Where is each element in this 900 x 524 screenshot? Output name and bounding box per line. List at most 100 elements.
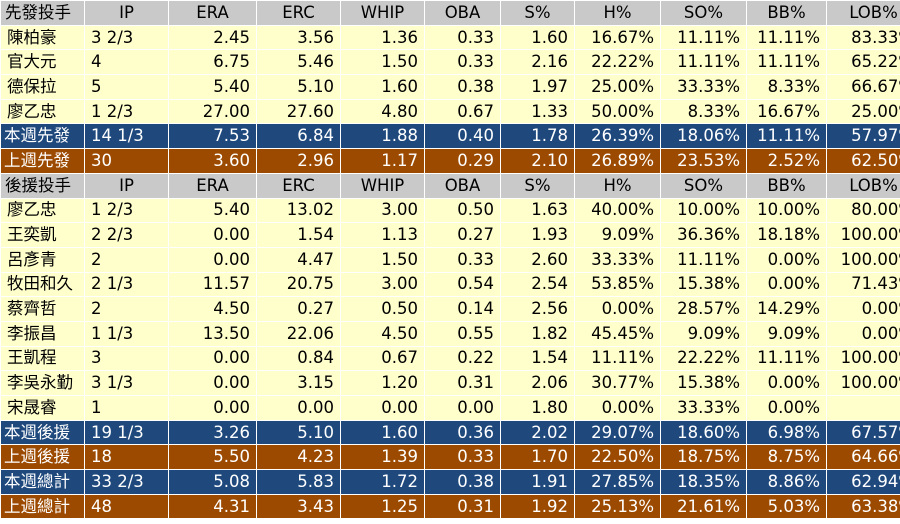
stat-cell: 45.45% [574, 320, 661, 347]
stat-cell: 0.00 [424, 395, 501, 421]
stat-cell: 0.27 [424, 222, 501, 248]
stat-cell: 8.86% [746, 469, 827, 495]
stat-cell: 26.89% [574, 148, 661, 174]
stat-cell: 8.33% [660, 98, 747, 125]
ip-cell: 1 1/3 [84, 320, 169, 347]
ip-cell: 1 2/3 [84, 98, 169, 125]
stat-cell: 1.63 [500, 197, 575, 224]
stat-cell: 0.36 [424, 419, 501, 446]
stat-cell: 2.10 [500, 148, 575, 174]
stat-cell: 0.00% [746, 246, 827, 273]
stat-cell: 27.60 [256, 98, 341, 125]
stat-cell: 5.46 [256, 49, 341, 76]
pitcher-name-cell: 上週後援 [0, 444, 85, 471]
pitcher-name-cell: 蔡齊哲 [0, 296, 85, 322]
stat-cell: 0.00 [168, 246, 257, 273]
relievers-this-week-row: 本週後援 19 1/3 3.26 5.10 1.60 0.36 2.02 29.07% 18.6… [0, 419, 900, 446]
ip-cell: 14 1/3 [84, 123, 169, 150]
stat-cell: 3.15 [256, 370, 341, 396]
stat-cell: 0.00 [256, 395, 341, 421]
stat-cell: 25.00% [826, 98, 900, 125]
stat-cell: 16.67% [746, 98, 827, 125]
pitcher-name-cell: 牧田和久 [0, 271, 85, 298]
stat-cell: 13.02 [256, 197, 341, 224]
column-header: IP [84, 172, 169, 199]
table-row: 李振昌 1 1/3 13.50 22.06 4.50 0.55 1.82 45.45% 9.09… [0, 320, 900, 347]
stat-cell: 0.31 [424, 493, 501, 520]
stat-cell: 22.06 [256, 320, 341, 347]
stat-cell: 22.22% [574, 49, 661, 76]
stat-cell: 1.17 [340, 148, 425, 174]
stat-cell: 5.40 [168, 74, 257, 100]
stat-cell: 8.75% [746, 444, 827, 471]
stat-cell: 11.11% [746, 24, 827, 51]
stat-cell: 1.80 [500, 395, 575, 421]
stat-cell: 27.85% [574, 469, 661, 495]
column-header: ERC [256, 172, 341, 199]
stat-cell: 1.50 [340, 246, 425, 273]
stat-cell: 5.08 [168, 469, 257, 495]
stat-cell: 33.33% [660, 74, 747, 100]
column-header: S% [500, 0, 575, 26]
ip-cell: 2 1/3 [84, 271, 169, 298]
stat-cell: 3.56 [256, 24, 341, 51]
stat-cell: 0.33 [424, 444, 501, 471]
stat-cell: 20.75 [256, 271, 341, 298]
ip-cell: 2 [84, 296, 169, 322]
column-header: ERA [168, 0, 257, 26]
ip-cell: 2 [84, 246, 169, 273]
stat-cell: 23.53% [660, 148, 747, 174]
stat-cell: 16.67% [574, 24, 661, 51]
stat-cell: 71.43% [826, 271, 900, 298]
ip-cell: 1 2/3 [84, 197, 169, 224]
stat-cell: 53.85% [574, 271, 661, 298]
stat-cell: 1.25 [340, 493, 425, 520]
stat-cell: 5.50 [168, 444, 257, 471]
pitcher-name-cell: 李振昌 [0, 320, 85, 347]
column-header: H% [574, 172, 661, 199]
ip-cell: 19 1/3 [84, 419, 169, 446]
totals-last-week-row: 上週總計 48 4.31 3.43 1.25 0.31 1.92 25.13% 21.61% 5.… [0, 493, 900, 520]
stat-cell: 0.00 [168, 395, 257, 421]
stat-cell: 1.82 [500, 320, 575, 347]
ip-cell: 18 [84, 444, 169, 471]
stat-cell: 2.52% [746, 148, 827, 174]
stat-cell: 64.66% [826, 444, 900, 471]
stat-cell: 18.18% [746, 222, 827, 248]
column-header: 先發投手 [0, 0, 85, 26]
stat-cell: 0.22 [424, 345, 501, 372]
column-header: H% [574, 0, 661, 26]
column-header: WHIP [340, 172, 425, 199]
pitcher-name-cell: 官大元 [0, 49, 85, 76]
stat-cell: 65.22% [826, 49, 900, 76]
stat-cell: 3.00 [340, 197, 425, 224]
stat-cell: 4.47 [256, 246, 341, 273]
stat-cell: 11.11% [746, 345, 827, 372]
stat-cell: 67.57% [826, 419, 900, 446]
stat-cell: 0.33 [424, 24, 501, 51]
stat-cell: 0.00% [574, 395, 661, 421]
pitcher-name-cell: 王凱程 [0, 345, 85, 372]
pitcher-name-cell: 上週先發 [0, 148, 85, 174]
stat-cell: 11.57 [168, 271, 257, 298]
ip-cell: 48 [84, 493, 169, 520]
pitcher-name-cell: 德保拉 [0, 74, 85, 100]
table-row: 王奕凱 2 2/3 0.00 1.54 1.13 0.27 1.93 9.09% 36.36% 1… [0, 222, 900, 248]
stat-cell: 4.23 [256, 444, 341, 471]
column-header: IP [84, 0, 169, 26]
stat-cell: 0.33 [424, 49, 501, 76]
pitcher-name-cell: 本週總計 [0, 469, 85, 495]
table-row: 廖乙忠 1 2/3 27.00 27.60 4.80 0.67 1.33 50.00% 8.33… [0, 98, 900, 125]
stat-cell: 3.00 [340, 271, 425, 298]
stat-cell: - [826, 395, 900, 421]
stat-cell: 11.11% [746, 49, 827, 76]
stat-cell: 9.09% [746, 320, 827, 347]
stat-cell: 5.83 [256, 469, 341, 495]
stat-cell: 57.97% [826, 123, 900, 150]
stat-cell: 11.11% [660, 246, 747, 273]
stat-cell: 5.40 [168, 197, 257, 224]
stat-cell: 1.72 [340, 469, 425, 495]
table-row: 官大元 4 6.75 5.46 1.50 0.33 2.16 22.22% 11.11% 11.1… [0, 49, 900, 76]
pitcher-name-cell: 廖乙忠 [0, 98, 85, 125]
stat-cell: 0.40 [424, 123, 501, 150]
